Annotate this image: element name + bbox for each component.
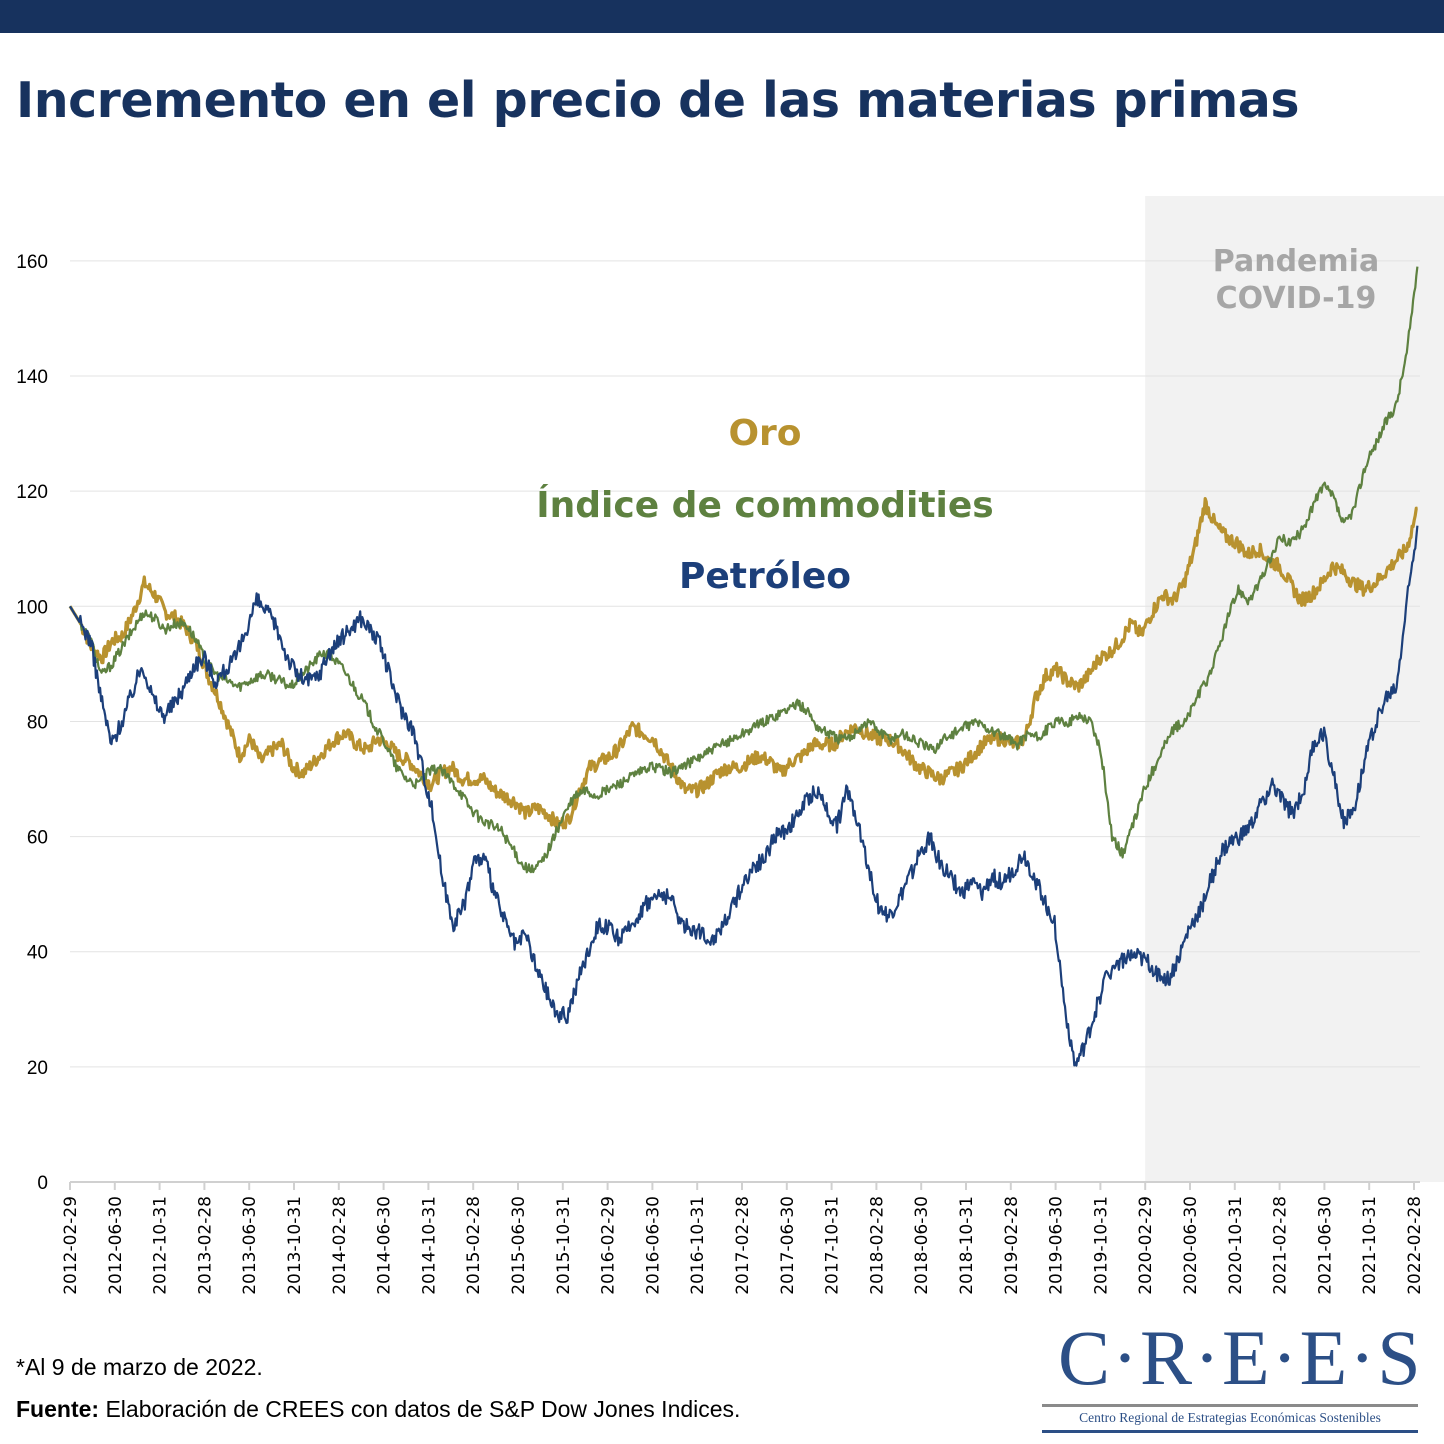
- y-tick-label: 140: [16, 367, 48, 388]
- series-lines: [68, 266, 1419, 1067]
- x-tick-label: 2015-02-28: [464, 1196, 484, 1295]
- y-tick-label: 80: [27, 712, 48, 733]
- page-title: Incremento en el precio de las materias …: [16, 72, 1300, 129]
- x-tick-label: 2014-10-31: [419, 1196, 439, 1295]
- y-tick-label: 120: [16, 482, 48, 503]
- series-line-commodities: [69, 266, 1419, 874]
- legend-oro: Oro: [728, 413, 801, 454]
- y-tick-label: 60: [27, 828, 48, 849]
- x-tick-label: 2017-02-28: [733, 1196, 753, 1295]
- gridlines: [70, 260, 1420, 1068]
- x-tick-label: 2020-06-30: [1181, 1196, 1201, 1295]
- header-bar: [0, 0, 1444, 33]
- x-tick-label: 2013-02-28: [195, 1196, 215, 1295]
- x-tick-label: 2013-10-31: [285, 1196, 305, 1295]
- x-tick-label: 2014-06-30: [375, 1196, 395, 1295]
- annotation-covid19: COVID-19: [1216, 281, 1377, 316]
- logo-subtitle: Centro Regional de Estrategias Económica…: [1079, 1410, 1381, 1425]
- source-text: Elaboración de CREES con datos de S&P Do…: [99, 1396, 741, 1422]
- logo-divider-top: [1042, 1404, 1418, 1407]
- x-tick-label: 2015-06-30: [509, 1196, 529, 1295]
- x-tick-label: 2019-02-28: [1002, 1196, 1022, 1295]
- x-tick-label: 2019-06-30: [1047, 1196, 1067, 1295]
- logo-divider-bottom: [1042, 1430, 1418, 1433]
- x-tick-label: 2017-06-30: [778, 1196, 798, 1295]
- y-tick-label: 160: [16, 252, 48, 273]
- x-tick-label: 2021-10-31: [1360, 1196, 1380, 1295]
- x-tick-label: 2018-06-30: [912, 1196, 932, 1295]
- x-tick-label: 2016-06-30: [643, 1196, 663, 1295]
- x-tick-label: 2018-10-31: [957, 1196, 977, 1295]
- x-tick-label: 2020-10-31: [1226, 1196, 1246, 1295]
- annotation-pandemia: Pandemia: [1213, 244, 1379, 279]
- x-tick-label: 2020-02-29: [1136, 1196, 1156, 1295]
- x-axis-ticks: 2012-02-29 2012-06-30 2012-10-31 2013-02-28…: [61, 1182, 1425, 1295]
- x-tick-label: 2021-06-30: [1315, 1196, 1335, 1295]
- x-tick-label: 2017-10-31: [823, 1196, 843, 1295]
- line-chart: 0 20 40 60 80 100 120 140 160 2012-02-29 2012-06-…: [16, 196, 1444, 1295]
- source-note: Fuente: Elaboración de CREES con datos d…: [16, 1396, 740, 1423]
- y-tick-label: 100: [16, 597, 48, 618]
- x-tick-label: 2019-10-31: [1091, 1196, 1111, 1295]
- footnote-date: *Al 9 de marzo de 2022.: [16, 1354, 263, 1380]
- x-tick-label: 2012-06-30: [106, 1196, 126, 1295]
- legend-commodities: Índice de commodities: [536, 484, 993, 526]
- pandemic-shaded-region: [1145, 196, 1444, 1182]
- source-label: Fuente:: [16, 1396, 100, 1422]
- y-tick-label: 20: [27, 1058, 48, 1079]
- x-tick-label: 2021-02-28: [1271, 1196, 1291, 1295]
- x-tick-label: 2014-02-28: [330, 1196, 350, 1295]
- logo-wordmark: C·R·E·E·S: [1058, 1314, 1423, 1401]
- x-tick-label: 2012-02-29: [61, 1196, 81, 1295]
- series-line-oro: [68, 497, 1418, 831]
- x-tick-label: 2013-06-30: [240, 1196, 260, 1295]
- y-tick-label: 40: [27, 943, 48, 964]
- y-tick-label: 0: [37, 1173, 48, 1194]
- x-tick-label: 2015-10-31: [554, 1196, 574, 1295]
- x-tick-label: 2012-10-31: [151, 1196, 171, 1295]
- y-axis-ticks: 0 20 40 60 80 100 120 140 160: [16, 252, 48, 1194]
- series-line-petroleo: [69, 525, 1419, 1067]
- x-tick-label: 2022-02-28: [1405, 1196, 1425, 1295]
- legend-petroleo: Petróleo: [679, 556, 851, 597]
- crees-logo: C·R·E·E·S Centro Regional de Estrategias…: [1040, 1318, 1430, 1436]
- x-tick-label: 2016-02-29: [599, 1196, 619, 1295]
- x-tick-label: 2016-10-31: [688, 1196, 708, 1295]
- x-tick-label: 2018-02-28: [867, 1196, 887, 1295]
